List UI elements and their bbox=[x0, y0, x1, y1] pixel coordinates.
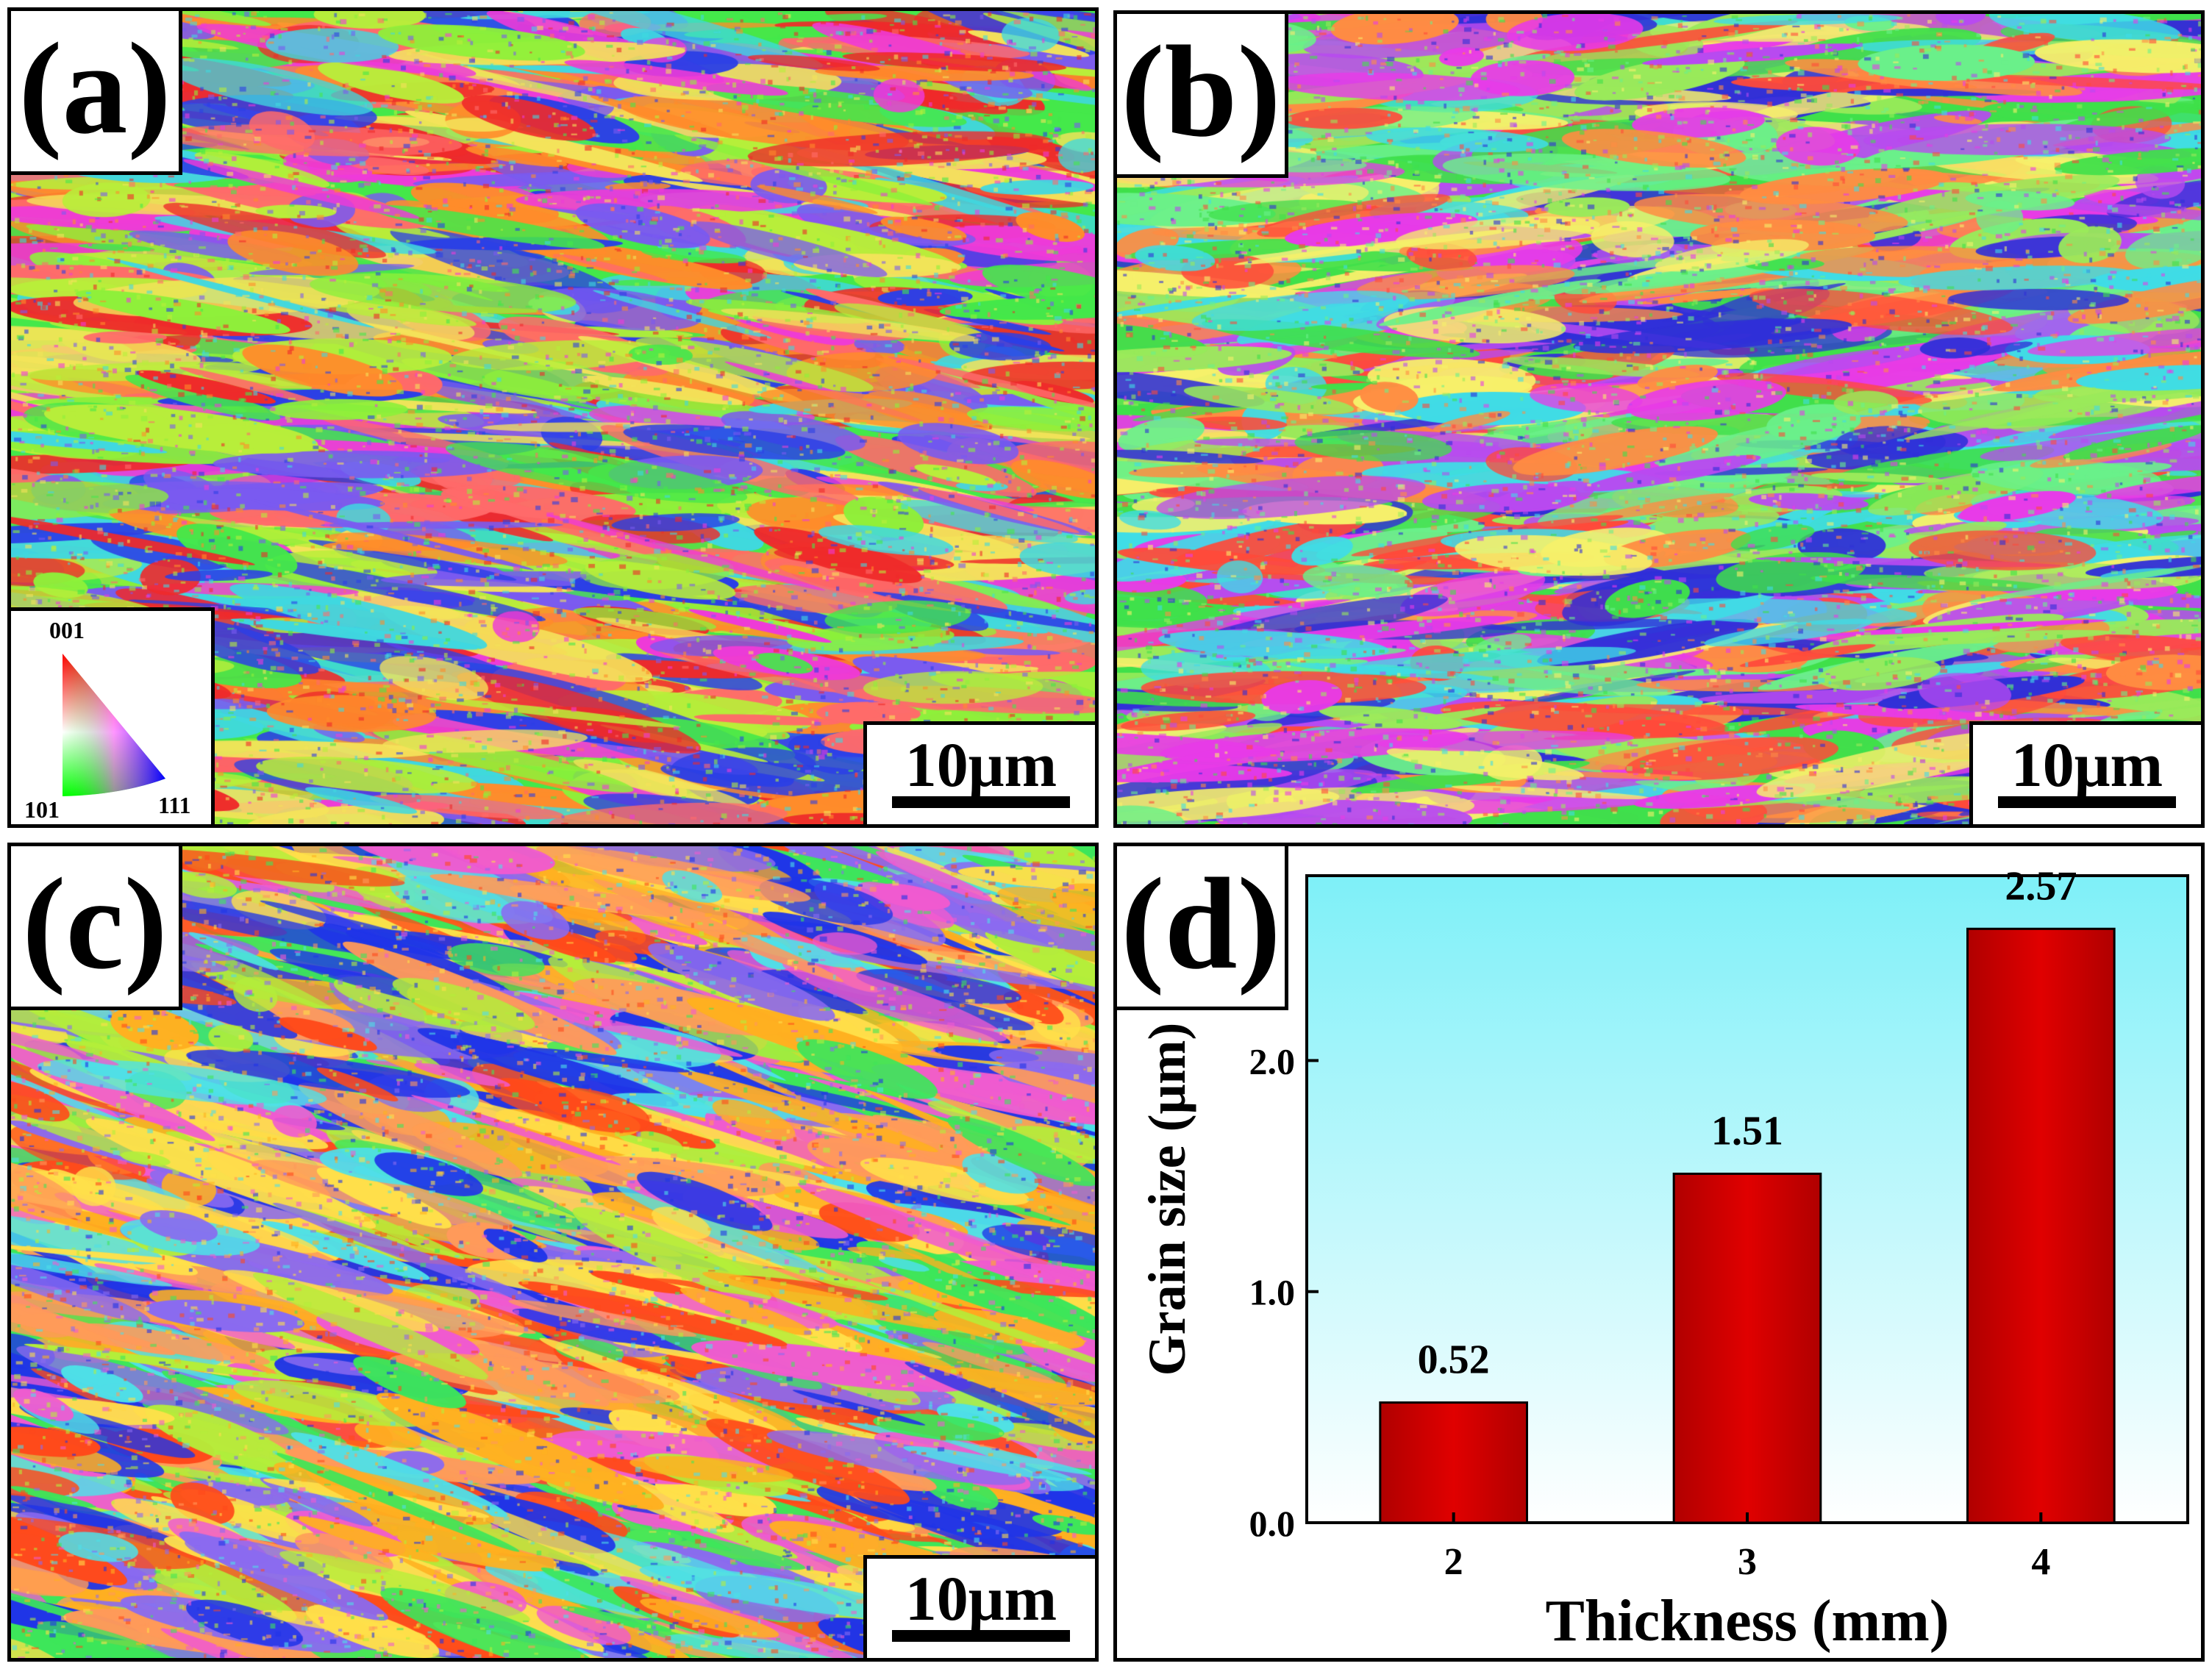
scale-bar-line bbox=[892, 796, 1070, 808]
bar-4 bbox=[1966, 927, 2116, 1524]
x-tick-label-3: 3 bbox=[1738, 1541, 1757, 1583]
bar-data-label-4: 2.57 bbox=[2005, 863, 2077, 909]
scale-bar-line bbox=[892, 1630, 1070, 1642]
scale-bar-c: 10μm bbox=[863, 1555, 1095, 1658]
ipf-color-key: 001 101 111 bbox=[11, 607, 215, 824]
y-tick-label: 1.0 bbox=[1249, 1272, 1296, 1313]
bar-data-label-3: 1.51 bbox=[1711, 1108, 1783, 1154]
scale-bar-label: 10μm bbox=[905, 729, 1057, 800]
panel-label-c: (c) bbox=[11, 846, 182, 1010]
panel-label-b: (b) bbox=[1117, 14, 1288, 178]
bar-3 bbox=[1672, 1172, 1822, 1524]
y-tick-label: 2.0 bbox=[1249, 1040, 1296, 1082]
x-tick-label-2: 2 bbox=[1444, 1541, 1463, 1583]
ebsd-map-panel-b: (b) 10μm bbox=[1113, 10, 2205, 828]
scale-bar-label: 10μm bbox=[905, 1563, 1057, 1634]
scale-bar-b: 10μm bbox=[1969, 721, 2201, 824]
ipf-label-101: 101 bbox=[24, 796, 60, 823]
ebsd-map-panel-c: (c) 10μm bbox=[7, 843, 1099, 1662]
grain-size-chart-panel: 0.52 1.51 2.57 0.0 1.0 2.0 2 3 4 Thickness (mm… bbox=[1113, 843, 2205, 1662]
x-tick-label-4: 4 bbox=[2031, 1541, 2050, 1583]
scale-bar-line bbox=[1998, 796, 2176, 808]
ebsd-map-panel-a: (a) 001 101 111 10μm bbox=[7, 7, 1099, 828]
ebsd-orientation-map-b bbox=[1117, 14, 2201, 824]
scale-bar-a: 10μm bbox=[863, 721, 1095, 824]
panel-label-d: (d) bbox=[1117, 846, 1288, 1010]
ipf-label-001: 001 bbox=[49, 617, 85, 643]
panel-label-a: (a) bbox=[11, 11, 182, 175]
bar-data-label-2: 0.52 bbox=[1418, 1337, 1490, 1383]
bar-2 bbox=[1379, 1401, 1529, 1524]
ipf-triangle-icon bbox=[63, 654, 165, 796]
scale-bar-label: 10μm bbox=[2011, 729, 2163, 800]
grain-size-bar-chart: 0.52 1.51 2.57 0.0 1.0 2.0 2 3 4 Thickness (mm… bbox=[1138, 863, 2189, 1654]
y-tick-label: 0.0 bbox=[1249, 1503, 1296, 1544]
x-axis-label: Thickness (mm) bbox=[1546, 1589, 1949, 1654]
ebsd-orientation-map-c bbox=[11, 846, 1095, 1658]
ipf-label-111: 111 bbox=[158, 792, 191, 818]
y-axis-label: Grain size (μm) bbox=[1138, 1023, 1196, 1376]
